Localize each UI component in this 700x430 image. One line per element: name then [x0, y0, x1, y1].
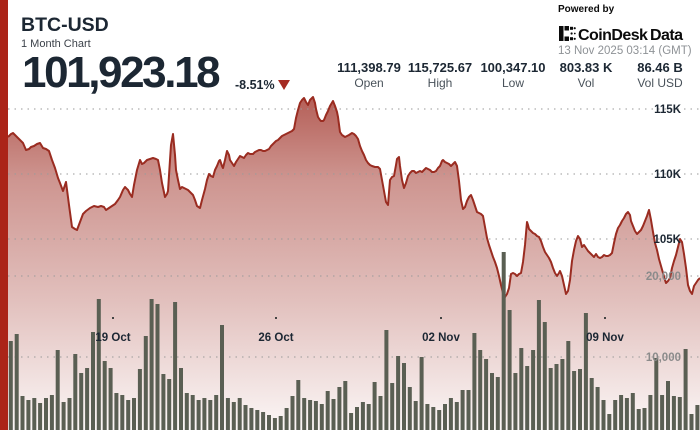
svg-text:115K: 115K	[654, 104, 682, 116]
svg-text:10,000: 10,000	[646, 352, 681, 364]
svg-text:26 Oct: 26 Oct	[258, 332, 293, 344]
svg-text:110K: 110K	[654, 169, 682, 181]
svg-text:CoinDesk Data: CoinDesk Data	[578, 27, 683, 43]
svg-text:09 Nov: 09 Nov	[586, 332, 624, 344]
svg-text:105K: 105K	[654, 234, 682, 246]
svg-text:20,000: 20,000	[646, 271, 681, 283]
svg-text:02 Nov: 02 Nov	[422, 332, 460, 344]
svg-text:19 Oct: 19 Oct	[95, 332, 130, 344]
